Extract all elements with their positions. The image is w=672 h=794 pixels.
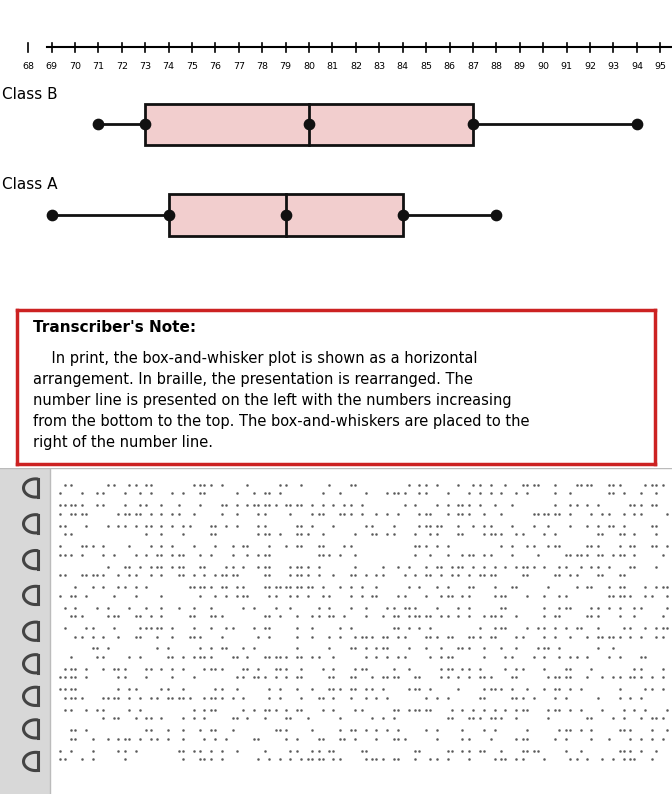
Text: 82: 82 xyxy=(350,62,362,71)
Point xyxy=(304,118,314,131)
Text: In print, the box-and-whisker plot is shown as a horizontal
arrangement. In brai: In print, the box-and-whisker plot is sh… xyxy=(33,352,530,450)
Text: 91: 91 xyxy=(560,62,573,71)
Text: 76: 76 xyxy=(210,62,221,71)
Point xyxy=(397,209,408,222)
Point xyxy=(163,209,174,222)
Text: 87: 87 xyxy=(467,62,479,71)
Text: 75: 75 xyxy=(186,62,198,71)
Text: 70: 70 xyxy=(69,62,81,71)
Point xyxy=(140,118,151,131)
Text: 84: 84 xyxy=(396,62,409,71)
Point xyxy=(46,209,57,222)
Point xyxy=(632,118,642,131)
Text: 94: 94 xyxy=(631,62,643,71)
Text: 68: 68 xyxy=(22,62,34,71)
Bar xyxy=(0,468,50,794)
Bar xyxy=(169,195,403,236)
Text: 95: 95 xyxy=(655,62,667,71)
Text: 79: 79 xyxy=(280,62,292,71)
Text: 81: 81 xyxy=(327,62,339,71)
Text: 83: 83 xyxy=(373,62,385,71)
Text: 88: 88 xyxy=(491,62,503,71)
Point xyxy=(93,118,103,131)
Text: 86: 86 xyxy=(444,62,456,71)
Text: 89: 89 xyxy=(514,62,526,71)
Point xyxy=(491,209,502,222)
Point xyxy=(468,118,478,131)
Text: 71: 71 xyxy=(92,62,104,71)
Text: 74: 74 xyxy=(163,62,175,71)
Text: 80: 80 xyxy=(303,62,315,71)
Text: 69: 69 xyxy=(46,62,58,71)
Text: 92: 92 xyxy=(584,62,596,71)
Text: 77: 77 xyxy=(233,62,245,71)
Text: 78: 78 xyxy=(256,62,268,71)
Text: 72: 72 xyxy=(116,62,128,71)
Text: Class A: Class A xyxy=(2,177,58,192)
Text: 90: 90 xyxy=(537,62,549,71)
Text: Transcriber's Note:: Transcriber's Note: xyxy=(33,321,196,336)
Point xyxy=(280,209,291,222)
Text: Class B: Class B xyxy=(2,87,58,102)
Text: 73: 73 xyxy=(139,62,151,71)
Text: 85: 85 xyxy=(420,62,432,71)
Bar xyxy=(145,104,473,145)
Text: 93: 93 xyxy=(607,62,620,71)
